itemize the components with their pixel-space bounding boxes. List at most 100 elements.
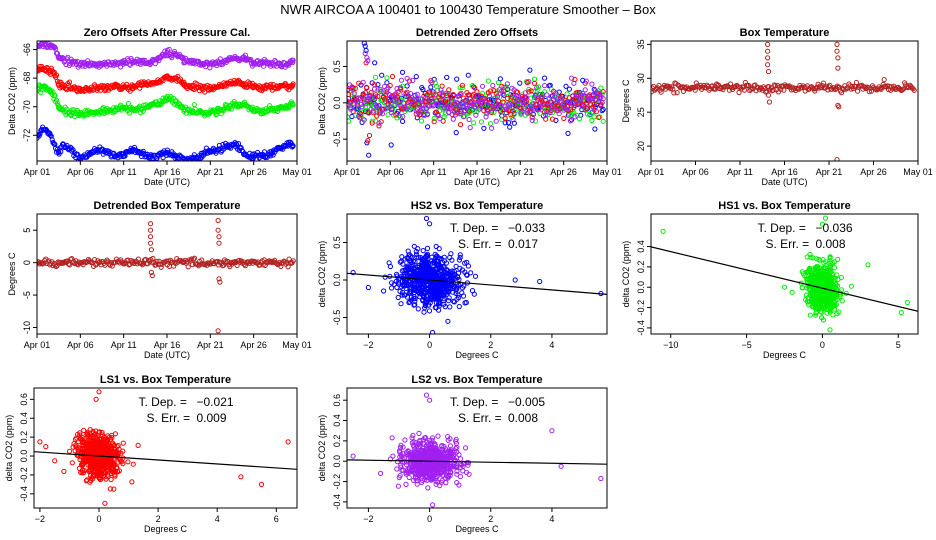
data-point-ls1 (181, 82, 187, 88)
data-point-hs2 (456, 303, 462, 310)
data-point-hs2 (389, 280, 395, 286)
data-point-hs2 (395, 108, 401, 114)
data-point-ls1 (72, 436, 79, 442)
data-point-ls2 (416, 102, 423, 108)
data-point-hs1 (813, 299, 819, 305)
data-point-hs1 (834, 272, 840, 278)
data-point-hs1 (800, 271, 807, 277)
data-point-ls2 (596, 90, 602, 96)
y-axis-label: Degrees C (7, 252, 17, 296)
data-point-ls1 (268, 84, 274, 90)
data-point-ls2 (485, 108, 491, 114)
data-point-hs2 (566, 86, 573, 92)
data-point-hs2 (517, 80, 523, 86)
data-point-hs2 (405, 281, 411, 287)
data-point-hs1 (155, 101, 161, 107)
data-point-box (148, 247, 154, 253)
data-point-hs1 (848, 283, 855, 289)
data-point-hs1 (112, 107, 118, 113)
x-tick-label: Apr 16 (771, 167, 798, 177)
data-point-hs2 (505, 120, 512, 126)
data-point-hs2 (408, 257, 414, 263)
data-point-hs2 (437, 287, 443, 293)
data-point-ls2 (556, 111, 562, 117)
data-point-ls2 (420, 105, 426, 112)
data-point-ls1 (37, 439, 43, 445)
data-point-hs2 (423, 293, 429, 299)
data-point-ls1 (450, 92, 456, 98)
data-point-hs2 (434, 266, 440, 272)
data-point-ls1 (47, 68, 53, 74)
data-point-hs2 (129, 147, 135, 153)
data-point-box (765, 55, 771, 61)
data-point-hs1 (277, 105, 283, 111)
data-points (350, 215, 604, 334)
data-point-ls2 (380, 106, 387, 112)
x-axis-label: Degrees C (455, 350, 499, 360)
data-point-hs2 (290, 142, 296, 148)
data-point-hs2 (411, 286, 417, 292)
data-point-hs1 (827, 255, 833, 261)
panel-p6: HS1 vs. Box Temperature−10 −5 0 5-0.4-0.20.… (621, 200, 919, 360)
data-point-ls1 (52, 458, 58, 464)
data-point-box (765, 62, 771, 68)
data-point-hs2 (436, 300, 442, 306)
data-point-hs2 (411, 243, 417, 249)
dep-label: T. Dep. = (450, 221, 498, 235)
y-tick-label: 0.5 (332, 236, 342, 249)
data-point-ls2 (572, 114, 578, 120)
data-point-ls2 (437, 116, 443, 122)
x-tick-label: 5 (896, 340, 901, 350)
data-point-hs1 (830, 293, 837, 299)
data-point-ls1 (207, 85, 213, 91)
plot-frame (33, 387, 298, 509)
y-tick-label: -0.4 (19, 486, 29, 502)
data-point-hs2 (433, 279, 439, 285)
x-tick-label: −5 (741, 340, 751, 350)
data-point-ls1 (66, 448, 73, 454)
data-point-box (278, 263, 284, 269)
data-point-ls1 (88, 475, 94, 481)
data-point-hs1 (385, 112, 391, 118)
data-point-hs2 (454, 296, 460, 302)
data-point-ls1 (259, 85, 265, 91)
data-point-ls2 (489, 125, 495, 131)
data-point-ls2 (359, 104, 365, 110)
data-point-ls2 (466, 116, 472, 123)
data-point-ls1 (48, 65, 54, 71)
data-point-hs2 (411, 281, 417, 287)
data-point-ls2 (555, 107, 561, 114)
data-point-hs1 (835, 256, 841, 262)
data-point-hs2 (404, 83, 410, 89)
data-point-ls1 (77, 87, 83, 93)
data-point-hs1 (384, 75, 390, 81)
data-point-ls1 (90, 445, 97, 451)
data-point-hs2 (216, 147, 222, 153)
data-point-ls2 (190, 59, 196, 66)
panel-title: Zero Offsets After Pressure Cal. (84, 27, 250, 39)
data-point-hs2 (447, 304, 453, 310)
data-point-hs2 (254, 156, 260, 161)
data-point-ls2 (370, 108, 376, 114)
data-point-ls2 (575, 92, 582, 99)
data-point-hs2 (394, 271, 400, 277)
data-point-ls1 (61, 468, 67, 474)
data-point-ls2 (591, 107, 597, 113)
data-point-hs2 (433, 300, 439, 306)
data-point-hs1 (480, 90, 486, 97)
data-point-box (285, 264, 291, 270)
x-tick-label: 0 (820, 340, 825, 350)
data-point-ls1 (370, 110, 376, 116)
data-point-hs2 (432, 251, 438, 257)
data-point-ls2 (545, 100, 551, 106)
data-points (37, 41, 296, 161)
plot-frame (650, 40, 919, 162)
data-point-hs2 (427, 221, 433, 227)
data-point-ls2 (43, 41, 49, 47)
data-point-ls2 (567, 118, 574, 124)
data-point-hs2 (164, 147, 170, 153)
data-point-hs2 (433, 289, 439, 295)
data-point-hs1 (820, 317, 827, 323)
